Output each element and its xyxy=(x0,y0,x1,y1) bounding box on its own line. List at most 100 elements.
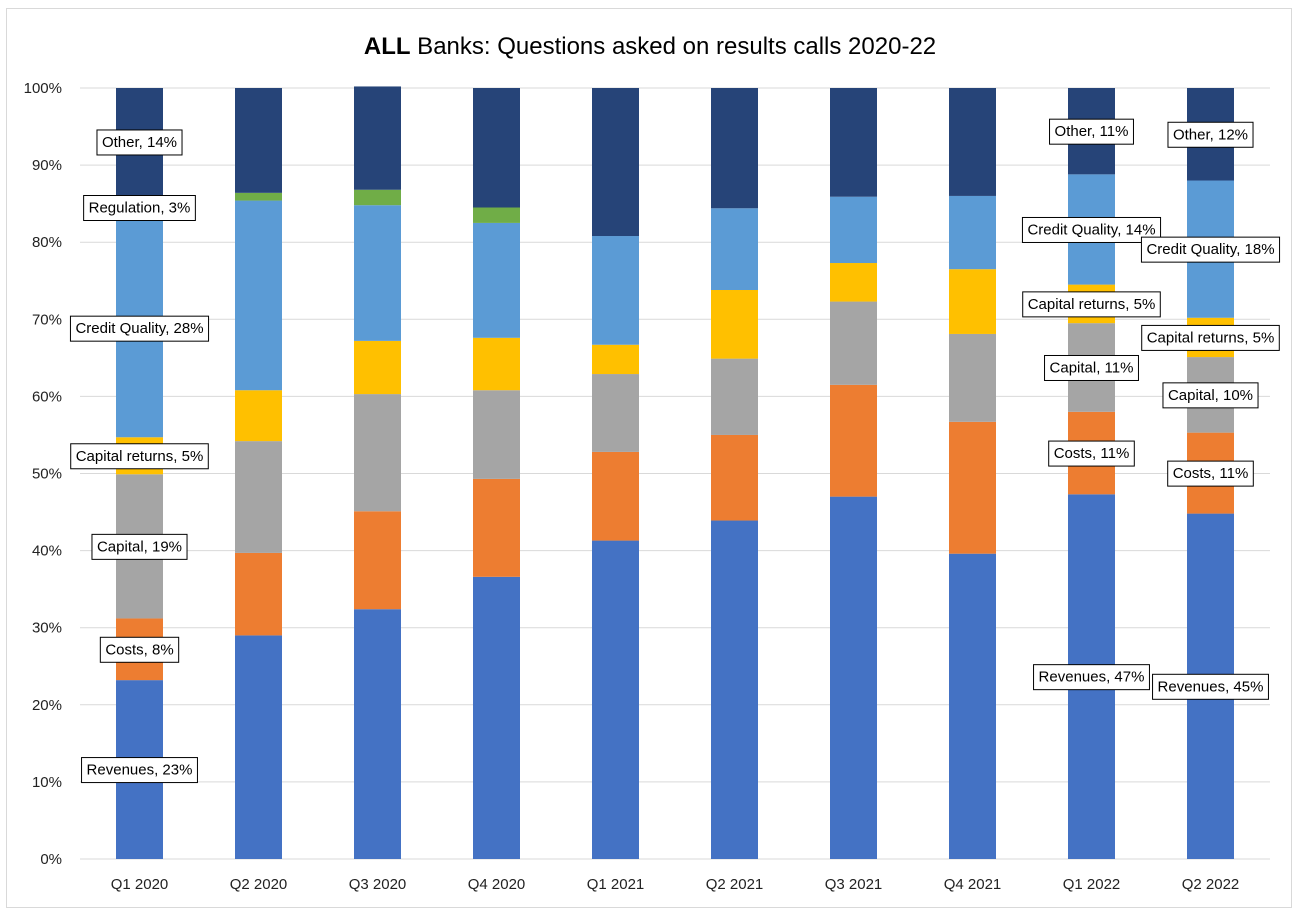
data-label-box xyxy=(1167,460,1254,487)
data-label: Capital returns, 5% xyxy=(1141,324,1280,351)
chart-title-rest: Banks: Questions asked on results calls … xyxy=(411,33,937,60)
bar-segment xyxy=(235,635,282,859)
data-label-text: Credit Quality, 18% xyxy=(1146,241,1274,258)
bar-segment xyxy=(235,390,282,442)
bar-segment xyxy=(711,88,758,209)
y-tick-label: 30% xyxy=(32,620,62,637)
bar-segment xyxy=(711,208,758,291)
y-tick-label: 0% xyxy=(40,851,62,868)
bar-segment xyxy=(473,337,520,391)
data-label-text: Capital returns, 5% xyxy=(1147,329,1275,346)
data-label-text: Other, 12% xyxy=(1173,126,1248,143)
bar-segment xyxy=(949,195,996,270)
data-label: Other, 11% xyxy=(1049,118,1134,145)
y-tick-label: 70% xyxy=(32,311,62,328)
bar-segment xyxy=(592,344,639,375)
data-label: Credit Quality, 18% xyxy=(1140,236,1281,263)
bar-segment xyxy=(949,553,996,859)
bar-segment xyxy=(830,496,877,859)
data-label-box xyxy=(1167,121,1254,148)
x-tick-label: Q3 2021 xyxy=(825,876,883,893)
bars xyxy=(116,86,1234,859)
data-label-box xyxy=(91,533,188,560)
data-label-box xyxy=(1152,673,1269,700)
x-tick-label: Q2 2022 xyxy=(1182,876,1240,893)
data-label: Revenues, 47% xyxy=(1033,664,1150,691)
data-label-box xyxy=(99,636,180,663)
data-label-box xyxy=(1021,216,1162,243)
bar-segment xyxy=(949,421,996,554)
data-label-box xyxy=(96,129,183,156)
x-tick-label: Q2 2021 xyxy=(706,876,764,893)
data-label-box xyxy=(1140,236,1281,263)
data-label-text: Revenues, 47% xyxy=(1039,669,1145,686)
bar-segment xyxy=(592,88,639,237)
y-tick-label: 90% xyxy=(32,157,62,174)
bar-segment xyxy=(354,189,401,206)
y-tick-label: 20% xyxy=(32,697,62,714)
bar-segment xyxy=(830,384,877,497)
x-tick-label: Q1 2022 xyxy=(1063,876,1121,893)
data-label-text: Capital, 10% xyxy=(1168,387,1253,404)
data-label: Capital, 11% xyxy=(1044,354,1139,381)
data-label: Credit Quality, 28% xyxy=(69,315,210,342)
data-label: Credit Quality, 14% xyxy=(1021,216,1162,243)
x-tick-label: Q1 2021 xyxy=(587,876,645,893)
bar-segment xyxy=(354,205,401,341)
bar-segment xyxy=(473,478,520,577)
data-label-text: Credit Quality, 14% xyxy=(1027,221,1155,238)
data-label-box xyxy=(83,195,196,222)
data-label-text: Costs, 11% xyxy=(1054,445,1130,462)
data-label-text: Costs, 11% xyxy=(1173,465,1249,482)
chart-title-bold: ALL xyxy=(364,33,411,60)
bar-segment xyxy=(473,207,520,223)
bar-segment xyxy=(473,576,520,859)
x-tick-label: Q3 2020 xyxy=(349,876,407,893)
y-axis-ticks: 0% 10% 20% 30% 40% 50% 60% 70% 80% 90% 100% xyxy=(24,80,62,868)
bar-segment xyxy=(473,222,520,338)
data-label: Other, 12% xyxy=(1167,121,1254,148)
data-label-box xyxy=(1033,664,1150,691)
data-label-box xyxy=(1049,118,1134,145)
bar-segment xyxy=(354,86,401,190)
data-label-box xyxy=(70,443,209,470)
bar-segment xyxy=(949,269,996,334)
bar-segment xyxy=(235,441,282,553)
data-label-box xyxy=(1048,440,1135,467)
data-label-text: Capital returns, 5% xyxy=(1028,296,1156,313)
data-label-text: Capital, 19% xyxy=(97,538,182,555)
bar-segment xyxy=(711,434,758,521)
data-label-box xyxy=(81,757,198,784)
bar-segment xyxy=(830,263,877,302)
x-tick-label: Q4 2021 xyxy=(944,876,1002,893)
x-axis-ticks: Q1 2020 Q2 2020 Q3 2020 Q4 2020 Q1 2021 Q2 20… xyxy=(111,876,1240,893)
bar-segment xyxy=(235,552,282,636)
bar-segment xyxy=(949,88,996,196)
chart-title: ALL Banks: Questions asked on results ca… xyxy=(364,33,936,60)
y-tick-label: 50% xyxy=(32,466,62,483)
data-label: Capital returns, 5% xyxy=(1022,291,1161,318)
data-label-box xyxy=(1022,291,1161,318)
data-labels: Other, 14% Regulation, 3% Credit Quality, … xyxy=(69,118,1281,784)
data-label: Capital, 10% xyxy=(1162,382,1259,409)
data-label-text: Revenues, 45% xyxy=(1158,678,1264,695)
bar-segment xyxy=(235,88,282,193)
data-label-text: Capital, 11% xyxy=(1050,359,1134,376)
data-label-box xyxy=(1044,354,1139,381)
bar-segment xyxy=(830,301,877,385)
bar-segment xyxy=(949,333,996,422)
data-label: Regulation, 3% xyxy=(83,195,196,222)
bar-segment xyxy=(711,520,758,859)
bar-segment xyxy=(592,540,639,859)
bar-segment xyxy=(235,200,282,391)
x-tick-label: Q4 2020 xyxy=(468,876,526,893)
bar-segment xyxy=(592,374,639,452)
bar-segment xyxy=(830,196,877,264)
data-label-box xyxy=(69,315,210,342)
data-label-text: Revenues, 23% xyxy=(87,762,193,779)
data-label-box xyxy=(1141,324,1280,351)
data-label: Costs, 11% xyxy=(1048,440,1135,467)
bar-segment xyxy=(354,394,401,512)
bar-segment xyxy=(354,511,401,610)
